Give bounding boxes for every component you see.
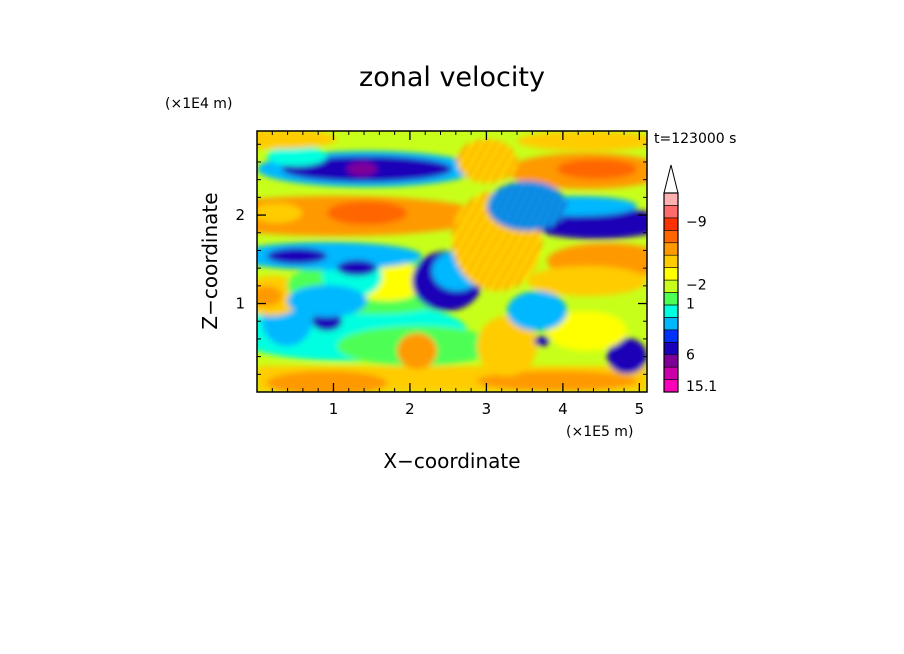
y-tick-label: 1 <box>235 295 245 313</box>
chart-title: zonal velocity <box>359 62 545 93</box>
contour-field <box>256 130 648 393</box>
colorbar: 15.1 6 1 −2 −9 <box>663 164 717 395</box>
x-scale-label: (×1E5 m) <box>566 424 633 440</box>
colorbar-swatch <box>663 379 679 393</box>
colorbar-swatch <box>663 366 679 380</box>
time-label: t=123000 s <box>654 131 736 147</box>
x-tick-label: 2 <box>405 400 415 418</box>
colorbar-swatch <box>663 317 679 331</box>
x-axis-label: X−coordinate <box>383 449 520 473</box>
x-tick-label: 4 <box>558 400 568 418</box>
colorbar-swatch <box>663 230 679 244</box>
y-tick-label: 2 <box>235 206 245 224</box>
colorbar-swatch <box>663 354 679 368</box>
y-axis: 12 <box>235 143 647 375</box>
colorbar-swatch <box>663 254 679 268</box>
colorbar-tick-label: 6 <box>686 348 695 364</box>
y-axis-label: Z−coordinate <box>198 192 222 329</box>
colorbar-swatch <box>663 205 679 219</box>
colorbar-swatch <box>663 242 679 256</box>
colorbar-extend-arrow <box>663 164 679 194</box>
colorbar-swatch <box>663 304 679 318</box>
colorbar-swatch <box>663 267 679 281</box>
colorbar-tick-label: −2 <box>686 277 707 293</box>
colorbar-swatch <box>663 341 679 355</box>
x-tick-label: 3 <box>482 400 492 418</box>
colorbar-tick-label: 15.1 <box>686 379 717 395</box>
plot-frame <box>256 130 648 393</box>
colorbar-swatch <box>663 292 679 306</box>
colorbar-swatch <box>663 329 679 343</box>
colorbar-swatch <box>663 217 679 231</box>
x-tick-label: 1 <box>329 400 339 418</box>
colorbar-tick-label: 1 <box>686 297 695 313</box>
y-scale-label: (×1E4 m) <box>165 96 232 112</box>
colorbar-swatch <box>663 279 679 293</box>
colorbar-swatch <box>663 192 679 206</box>
colorbar-frame <box>663 192 679 393</box>
colorbar-tick-label: −9 <box>686 215 707 231</box>
x-axis: 1 2 3 4 5 <box>271 131 645 418</box>
x-tick-label: 5 <box>635 400 645 418</box>
